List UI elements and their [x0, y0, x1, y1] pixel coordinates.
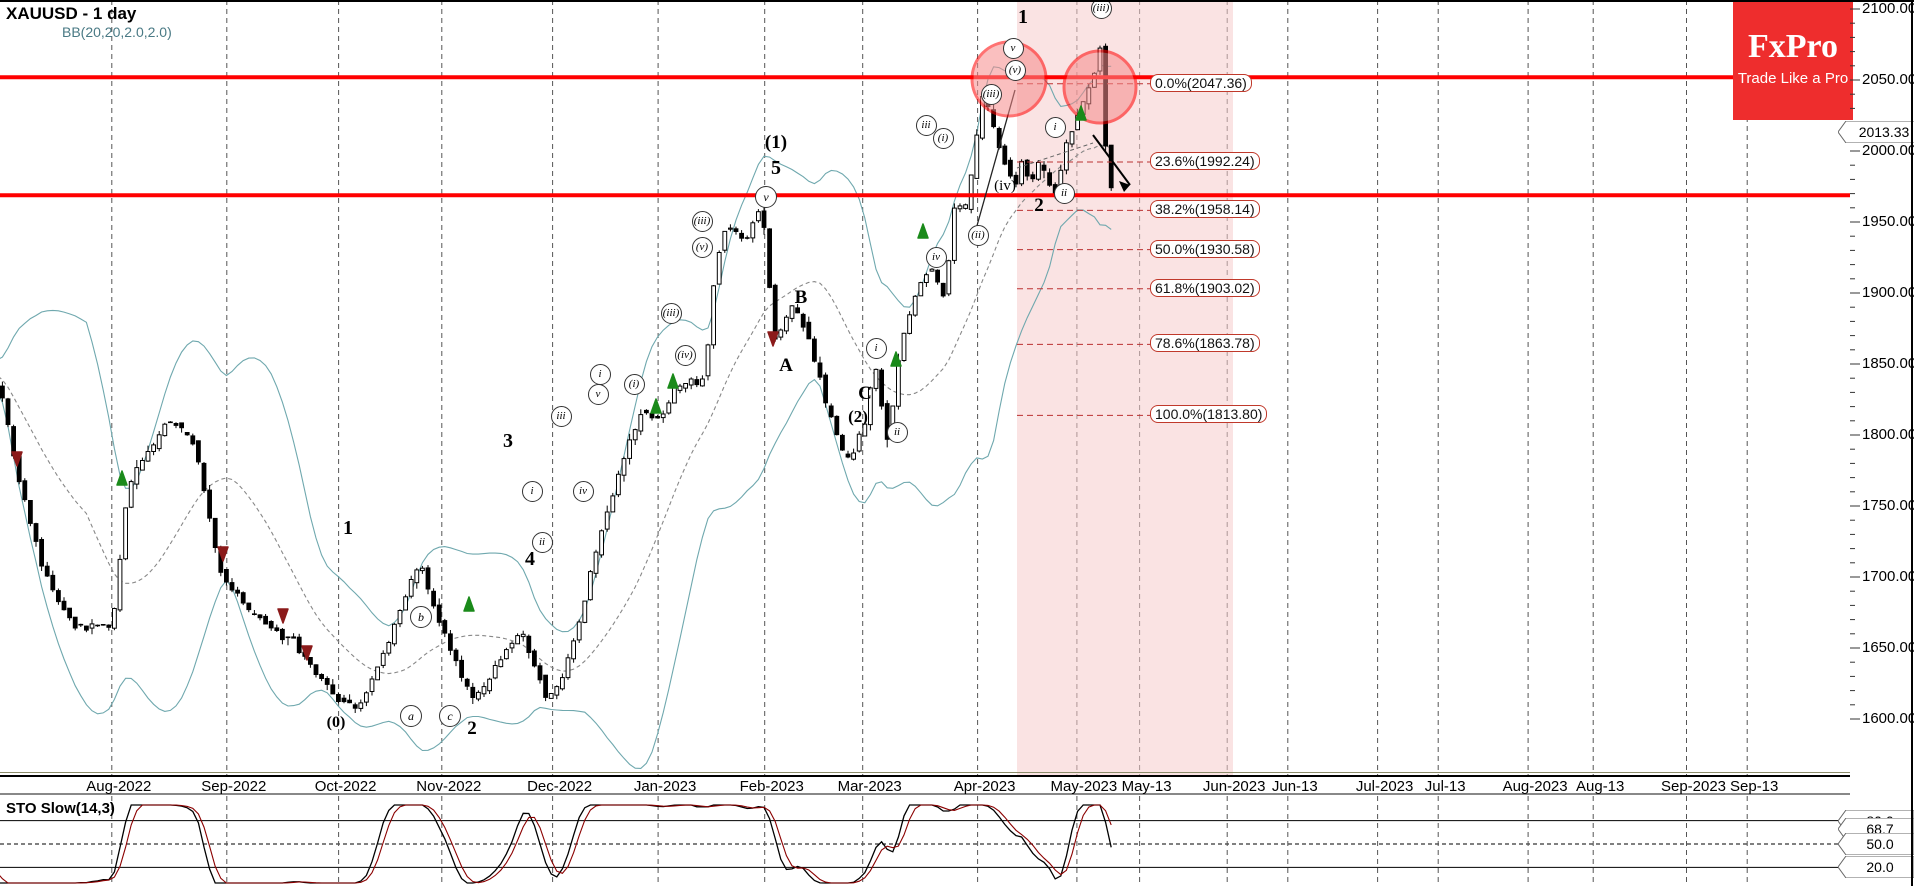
- svg-text:2013.33: 2013.33: [1859, 124, 1910, 140]
- svg-text:20.0: 20.0: [1866, 859, 1893, 875]
- svg-text:50.0: 50.0: [1866, 836, 1893, 852]
